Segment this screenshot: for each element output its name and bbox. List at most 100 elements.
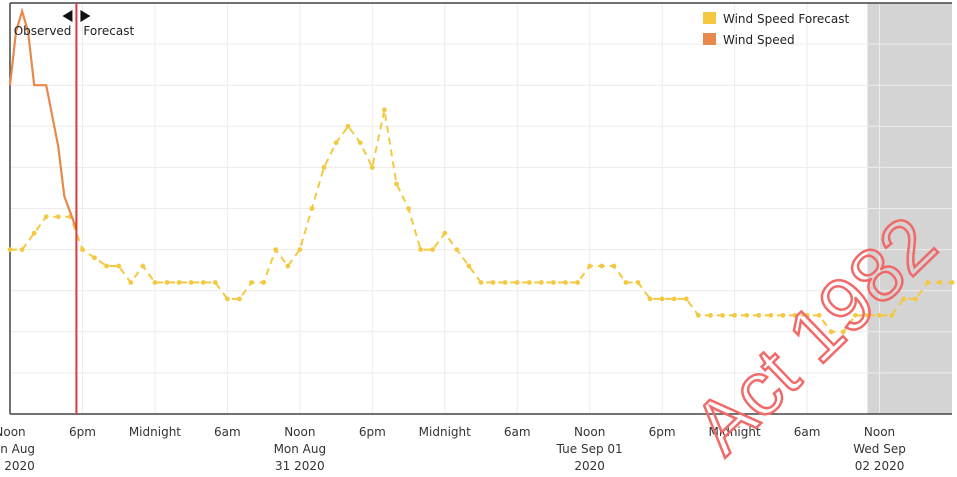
observed-label: Observed (14, 24, 72, 38)
x-tick-label: Midnight (129, 425, 181, 439)
data-point (285, 263, 291, 269)
legend-swatch (703, 33, 716, 45)
x-tick-label: Noon (284, 425, 315, 439)
data-point (623, 280, 629, 285)
x-tick-label: Midnight (709, 425, 761, 439)
data-point (683, 296, 689, 302)
data-point (261, 280, 267, 285)
data-point (309, 206, 315, 211)
x-tick-label: 31 2020 (275, 459, 325, 473)
data-point (780, 312, 786, 318)
data-point (188, 280, 194, 285)
arrow-left-icon[interactable] (62, 10, 73, 22)
data-point (611, 263, 617, 269)
data-point (695, 312, 701, 318)
data-point (164, 280, 170, 285)
x-tick-label: 6am (504, 425, 531, 439)
data-point (840, 329, 846, 335)
data-point (828, 329, 834, 335)
data-point (212, 280, 218, 285)
data-point (381, 107, 387, 113)
data-point (563, 280, 568, 285)
data-point (502, 280, 508, 285)
data-point (925, 280, 931, 285)
x-tick-label: 6pm (359, 425, 386, 439)
data-point (720, 312, 725, 318)
x-tick-label: 30 2020 (0, 459, 35, 473)
data-point (394, 181, 399, 187)
x-tick-label: 6am (214, 425, 241, 439)
data-point (345, 123, 351, 129)
data-point (526, 280, 532, 285)
data-point (816, 312, 822, 318)
x-tick-label: Sun Aug (0, 442, 35, 456)
data-point (671, 296, 677, 302)
data-point (490, 280, 496, 285)
data-point (116, 263, 122, 269)
data-point (575, 280, 581, 285)
legend-entry: Wind Speed Forecast (723, 12, 849, 26)
data-point (865, 312, 870, 318)
data-point (478, 280, 484, 285)
series-line-wind-speed (8, 7, 78, 230)
x-tick-label: Mon Aug (274, 442, 327, 456)
data-point (176, 280, 182, 285)
data-point (901, 296, 907, 302)
data-point (756, 312, 762, 318)
x-tick-label: Noon (864, 425, 895, 439)
x-tick-label: 6pm (69, 425, 96, 439)
data-point (19, 247, 25, 253)
data-point (200, 280, 206, 285)
legend-swatch (703, 12, 716, 24)
data-point (647, 296, 653, 302)
data-point (55, 214, 61, 220)
data-point (406, 206, 411, 211)
data-point (152, 280, 158, 285)
data-point (937, 280, 943, 285)
x-tick-label: Midnight (419, 425, 471, 439)
data-point (466, 263, 472, 269)
data-point (635, 280, 641, 285)
data-point (804, 312, 810, 318)
data-point (538, 280, 544, 285)
data-point (321, 165, 327, 170)
data-point (768, 312, 774, 318)
data-point (587, 263, 593, 269)
data-point (31, 230, 37, 236)
forecast-label: Forecast (83, 24, 134, 38)
data-point (442, 230, 448, 236)
data-point (514, 280, 520, 285)
x-tick-label: 2020 (574, 459, 605, 473)
data-point (224, 296, 230, 302)
data-point (237, 296, 242, 302)
x-tick-label: 6pm (649, 425, 676, 439)
data-point (333, 140, 339, 146)
data-point (852, 312, 858, 318)
data-point (889, 312, 895, 318)
data-point (877, 312, 882, 318)
data-point (430, 247, 436, 253)
data-point (104, 263, 110, 269)
data-point (80, 247, 85, 253)
x-tick-label: 6am (794, 425, 821, 439)
data-point (792, 312, 798, 318)
arrow-right-icon[interactable] (80, 10, 91, 22)
data-point (913, 296, 919, 302)
data-point (357, 140, 363, 146)
x-tick-label: Tue Sep 01 (556, 442, 623, 456)
data-point (949, 280, 955, 285)
x-tick-label: 02 2020 (855, 459, 905, 473)
data-point (140, 263, 146, 269)
legend-entry: Wind Speed (723, 33, 795, 47)
data-point (297, 247, 303, 253)
data-point (92, 255, 97, 261)
data-point (551, 280, 556, 285)
data-point (454, 247, 460, 253)
data-point (732, 312, 738, 318)
data-point (249, 280, 254, 285)
data-point (369, 165, 375, 170)
data-point (599, 263, 605, 269)
data-point (7, 247, 13, 253)
